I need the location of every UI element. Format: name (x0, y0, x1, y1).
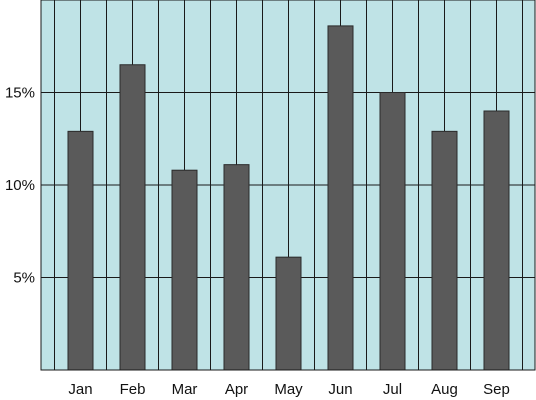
bar-mar (171, 169, 198, 371)
x-tick-label-sep: Sep (483, 381, 510, 398)
bar-aug (431, 130, 458, 371)
bar-jul (379, 92, 406, 371)
x-tick-label-jul: Jul (383, 381, 402, 398)
bar-feb (119, 64, 146, 371)
x-tick-label-jun: Jun (328, 381, 352, 398)
bar-apr (223, 164, 250, 371)
x-axis-tick-labels: Jan Feb Mar Apr May Jun Jul Aug Sep (68, 381, 509, 398)
bar-jan (67, 130, 94, 371)
bar-may (275, 256, 302, 371)
x-tick-label-apr: Apr (225, 381, 248, 398)
y-tick-label: 15% (5, 85, 35, 102)
x-tick-label-aug: Aug (431, 381, 458, 398)
x-tick-label-mar: Mar (172, 381, 198, 398)
y-tick-label: 10% (5, 177, 35, 194)
x-tick-label-jan: Jan (68, 381, 92, 398)
x-tick-label-feb: Feb (120, 381, 146, 398)
bar-sep (483, 110, 510, 371)
y-axis-tick-labels: 5% 10% 15% (5, 85, 35, 287)
y-tick-label: 5% (13, 270, 35, 287)
x-tick-label-may: May (274, 381, 303, 398)
plot-frame (40, 0, 536, 371)
bars (67, 25, 510, 371)
bar-jun (327, 25, 354, 371)
